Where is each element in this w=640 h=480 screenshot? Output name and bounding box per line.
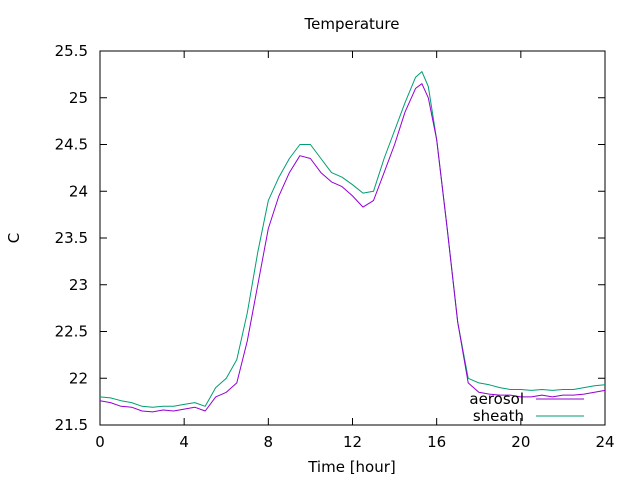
legend-label-aerosol: aerosol	[469, 390, 524, 408]
y-tick-label-7: 25	[69, 89, 88, 107]
axis-ticks: 0 4 8 12 16 20 24 21.5 22 22.5 23 23.5 24 24.5 25 25.5	[55, 42, 615, 451]
series-layer	[99, 71, 606, 413]
y-axis-label: C	[5, 233, 23, 243]
y-tick-label-5: 24	[69, 182, 88, 200]
y-tick-label-6: 24.5	[55, 136, 88, 154]
x-axis-label: Time [hour]	[307, 458, 396, 476]
x-tick-label-1: 4	[179, 433, 189, 451]
y-tick-label-4: 23.5	[55, 229, 88, 247]
y-tick-label-8: 25.5	[55, 42, 88, 60]
y-tick-label-1: 22	[69, 369, 88, 387]
y-tick-label-0: 21.5	[55, 416, 88, 434]
legend-label-sheath: sheath	[473, 407, 524, 425]
y-tick-label-2: 22.5	[55, 323, 88, 341]
chart-title: Temperature	[303, 15, 399, 33]
x-tick-label-2: 8	[264, 433, 274, 451]
x-tick-label-3: 12	[343, 433, 362, 451]
x-tick-label-0: 0	[95, 433, 105, 451]
x-tick-label-4: 16	[427, 433, 446, 451]
series-line-aerosol	[99, 83, 606, 413]
y-tick-label-3: 23	[69, 276, 88, 294]
series-line-sheath	[99, 71, 606, 408]
plot-area-frame	[99, 50, 606, 426]
x-tick-label-5: 20	[511, 433, 530, 451]
x-tick-label-6: 24	[595, 433, 614, 451]
